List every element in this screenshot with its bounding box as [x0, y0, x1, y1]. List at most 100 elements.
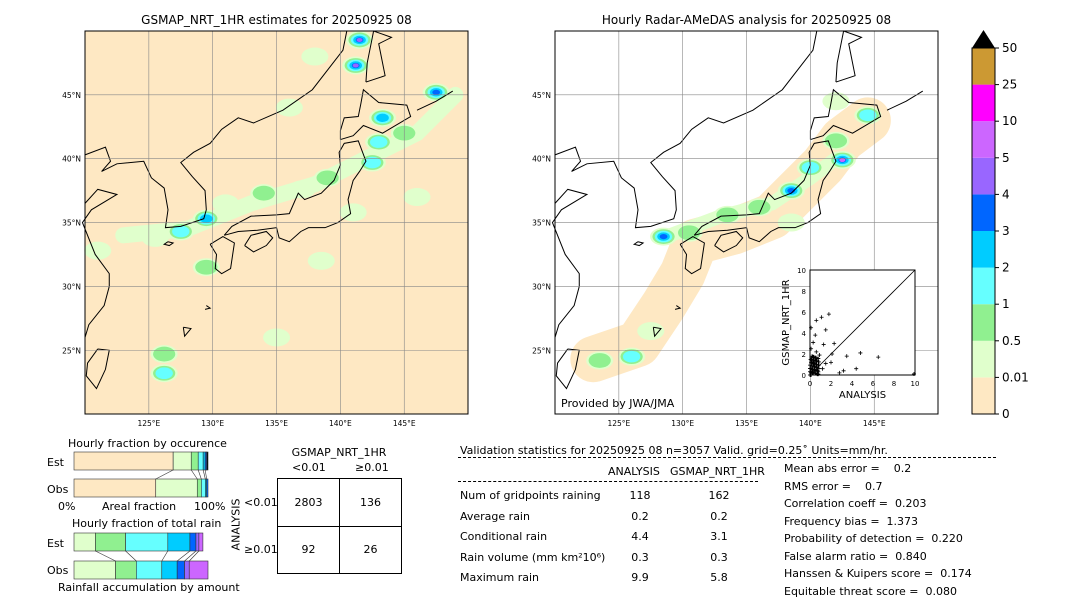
- score-line: Frequency bias = 1.373: [784, 514, 919, 528]
- stats-analysis-value: 0.2: [631, 509, 649, 523]
- stats-row-label: Rain volume (mm km²10⁶): [460, 550, 606, 564]
- coastline: [416, 90, 454, 111]
- occ-obs-label: Obs: [47, 483, 69, 496]
- rain-patch: [307, 251, 335, 270]
- scatter-point: [815, 371, 820, 376]
- rain-layer: [570, 92, 891, 383]
- colorbar-label: 4: [1002, 187, 1010, 201]
- lat-tick-label: 30°N: [532, 282, 551, 291]
- coastline: [209, 236, 235, 275]
- coastline: [244, 230, 274, 253]
- colorbar-segment: [972, 231, 995, 268]
- fraction-segment: [206, 451, 209, 471]
- coastline: [223, 140, 367, 243]
- lon-tick-label: 125°E: [137, 419, 160, 428]
- colorbar-label: 0.01: [1002, 370, 1029, 384]
- fraction-segment: [73, 560, 116, 580]
- score-line: False alarm ratio = 0.840: [784, 549, 927, 563]
- fraction-segment: [189, 532, 197, 552]
- fraction-segment: [188, 560, 209, 580]
- score-line: Correlation coeff = 0.203: [784, 497, 927, 510]
- score-line: RMS error = 0.7: [784, 479, 883, 493]
- coastline: [693, 140, 837, 243]
- connector-line: [204, 469, 207, 480]
- connector-line: [202, 469, 206, 480]
- scatter-point: [810, 354, 815, 359]
- colorbar-label: 25: [1002, 78, 1017, 92]
- scatter-point: [809, 346, 814, 351]
- colorbar: 0 0.01 0.5 1 2 3 4 5 10 25 50: [971, 30, 1029, 421]
- y-tick-label: 10: [797, 267, 806, 275]
- fraction-segment: [201, 478, 206, 498]
- lon-tick-label: 135°E: [265, 419, 288, 428]
- stats-gsmap-value: 0.3: [710, 550, 728, 564]
- map-frame: [84, 30, 469, 415]
- coastline: [554, 30, 818, 229]
- ct-title: GSMAP_NRT_1HR: [291, 446, 387, 459]
- scatter-point: [816, 359, 821, 364]
- stats-gsmap-value: 162: [708, 489, 730, 502]
- rain-patch: [356, 37, 363, 42]
- rain-patch: [252, 185, 275, 201]
- scatter-point: [809, 357, 814, 362]
- inset-ylabel: GSMAP_NRT_1HR: [781, 279, 792, 365]
- connector-line: [191, 469, 198, 480]
- lon-tick-label: 125°E: [607, 419, 630, 428]
- colorbar-label: 0: [1002, 407, 1010, 421]
- scatter-point: [817, 353, 822, 358]
- stats-gsmap-value: 5.8: [710, 571, 728, 584]
- colorbar-label: 0.5: [1002, 334, 1021, 348]
- scatter-point: [813, 333, 818, 338]
- scatter-point: [829, 360, 833, 365]
- stats-analysis-value: 118: [629, 489, 651, 502]
- scatter-point: [814, 355, 819, 360]
- rain-patch: [200, 214, 213, 223]
- rain-patch: [822, 92, 850, 111]
- connector-line: [189, 550, 200, 562]
- stats-row-label: Maximum rain: [460, 571, 539, 584]
- connector-line: [155, 469, 174, 480]
- rain-patch: [172, 225, 190, 238]
- rain-patch: [275, 98, 303, 117]
- fraction-segment: [196, 478, 202, 498]
- score-line: Hanssen & Kuipers score = 0.174: [784, 567, 972, 580]
- fraction-segment: [161, 560, 178, 580]
- lon-tick-label: 145°E: [393, 419, 416, 428]
- scatter-point: [821, 342, 826, 347]
- rain-patch: [84, 241, 112, 260]
- fraction-segment: [195, 532, 200, 552]
- lon-tick-label: 130°E: [201, 419, 224, 428]
- fraction-segment: [172, 451, 192, 471]
- stats-header: Validation statistics for 20250925 08 n=…: [460, 444, 888, 457]
- fraction-segment: [198, 532, 204, 552]
- rain-patch: [363, 156, 382, 169]
- coastline: [162, 241, 175, 247]
- scatter-point: [816, 369, 821, 374]
- y-tick-label: 6: [802, 309, 807, 317]
- connector-line: [184, 550, 197, 562]
- scatter-point: [854, 366, 859, 371]
- scatter-point: [823, 327, 828, 332]
- scatter-point: [811, 360, 816, 365]
- scatter-point: [911, 371, 916, 376]
- lon-tick-label: 145°E: [863, 419, 886, 428]
- scatter-point: [837, 370, 842, 375]
- scatter-point: [832, 341, 837, 346]
- lat-tick-label: 45°N: [62, 91, 81, 100]
- scatter-point: [812, 364, 817, 369]
- lon-tick-label: 140°E: [799, 419, 822, 428]
- coastline: [84, 30, 348, 229]
- fraction-segment: [176, 560, 185, 580]
- map-frame: [554, 30, 939, 415]
- coastline: [674, 305, 682, 310]
- rain-patch: [376, 113, 389, 123]
- scatter-point: [815, 365, 820, 370]
- coastline: [835, 30, 863, 83]
- scatter-point: [814, 349, 819, 354]
- connector-line: [176, 550, 191, 562]
- colorbar-segment: [972, 48, 995, 85]
- colorbar-segment: [972, 377, 995, 414]
- rain-patch: [659, 233, 668, 240]
- coastline: [886, 90, 924, 111]
- x-tick-label: 6: [871, 380, 876, 388]
